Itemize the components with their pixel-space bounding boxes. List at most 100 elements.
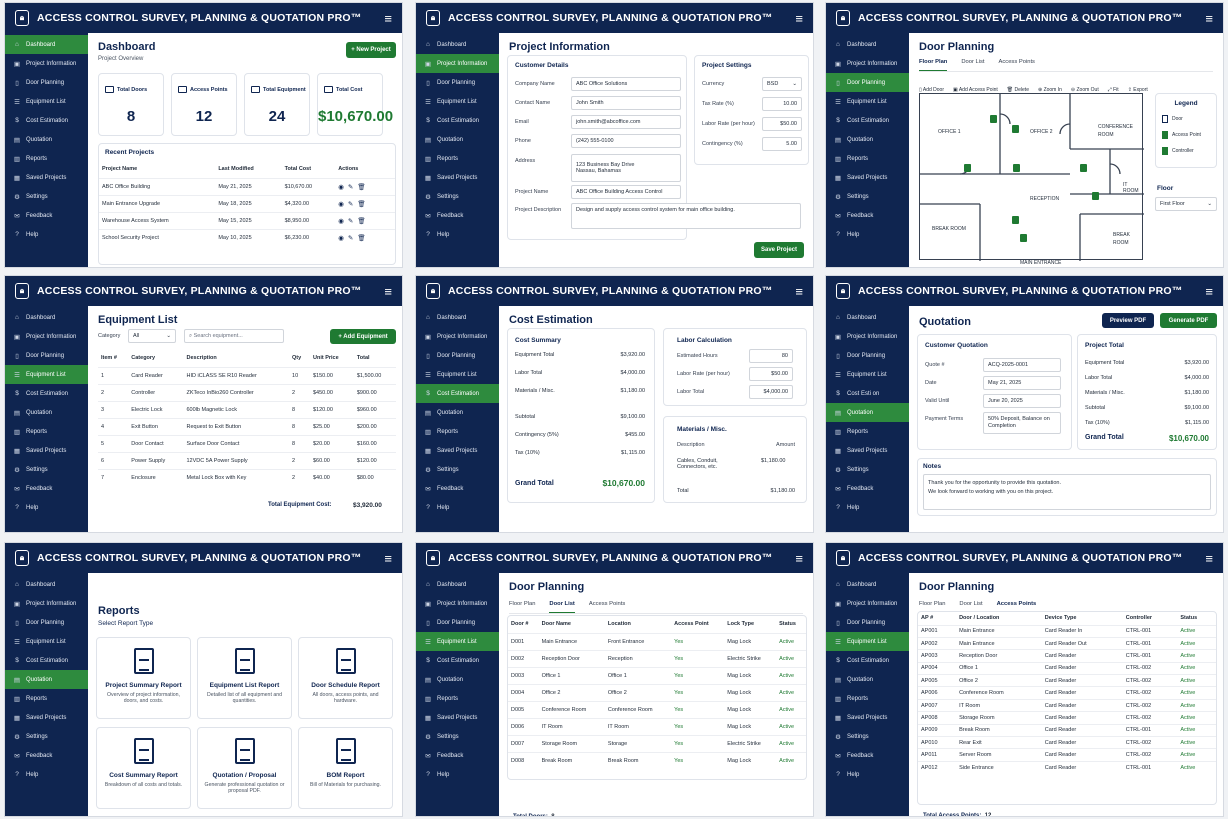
tool-delete[interactable]: 🗑︎ Delete bbox=[1007, 87, 1029, 93]
tool-add-door[interactable]: ▯ Add Door bbox=[919, 87, 944, 93]
nav-item-quotation[interactable]: ▤ Quotation bbox=[5, 403, 88, 422]
table-row[interactable]: D002 Reception Door Reception Yes Electric S… bbox=[508, 649, 806, 667]
nav-item-door-planning[interactable]: ▯ Door Planning bbox=[416, 73, 499, 92]
nav-item-help[interactable]: ? Help bbox=[826, 765, 909, 784]
table-row[interactable]: AP008 Storage Room Card Reader CTRL-002 Acti… bbox=[918, 711, 1216, 725]
nav-item-quotation[interactable]: ▤ Quotation bbox=[416, 130, 499, 149]
nav-item-reports[interactable]: ▥ Reports bbox=[5, 422, 88, 441]
nav-item-project-information[interactable]: ▣ Project Information bbox=[416, 54, 499, 73]
nav-item-dashboard[interactable]: ⌂ Dashboard bbox=[826, 308, 909, 327]
nav-item-cost-estimation[interactable]: $ Cost Estimation bbox=[416, 384, 499, 403]
nav-item-cost-estimation[interactable]: $ Cost Estimation bbox=[5, 111, 88, 130]
nav-item-cost-estimation[interactable]: $ Cost Estimation bbox=[416, 651, 499, 670]
nav-item-saved-projects[interactable]: ▦ Saved Projects bbox=[826, 168, 909, 187]
tab-floor-plan[interactable]: Floor Plan bbox=[919, 601, 946, 607]
nav-item-help[interactable]: ? Help bbox=[5, 765, 88, 784]
nav-item-help[interactable]: ? Help bbox=[416, 225, 499, 244]
nav-item-reports[interactable]: ▥ Reports bbox=[5, 689, 88, 708]
nav-item-cost-estimation[interactable]: $ Cost Estimation bbox=[826, 651, 909, 670]
nav-item-cost-estimation[interactable]: $ Cost Estimation bbox=[826, 111, 909, 130]
nav-item-reports[interactable]: ▥ Reports bbox=[416, 689, 499, 708]
menu-icon[interactable]: ≡ bbox=[795, 10, 803, 26]
nav-item-cost-estimation[interactable]: $ Cost Estimation bbox=[416, 111, 499, 130]
access-point-icon[interactable] bbox=[1013, 164, 1020, 172]
tool-zoom-in[interactable]: ⊕ Zoom In bbox=[1038, 87, 1062, 93]
nav-item-project-information[interactable]: ▣ Project Information bbox=[826, 54, 909, 73]
delete-icon[interactable]: 🗑︎ bbox=[357, 234, 366, 242]
table-row[interactable]: 1 Card Reader HID iCLASS SE R10 Reader 10 $1… bbox=[98, 366, 396, 384]
delete-icon[interactable]: 🗑︎ bbox=[357, 183, 366, 191]
access-point-icon[interactable] bbox=[990, 115, 997, 123]
nav-item-dashboard[interactable]: ⌂ Dashboard bbox=[826, 35, 909, 54]
setting-field[interactable]: $50.00 bbox=[762, 117, 802, 131]
tab-door-list[interactable]: Door List bbox=[961, 59, 985, 65]
table-row[interactable]: D004 Office 2 Office 2 Yes Mag Lock Active bbox=[508, 683, 806, 701]
edit-icon[interactable]: ✎ bbox=[347, 183, 354, 191]
floor-select[interactable]: First Floor ⌄ bbox=[1155, 197, 1217, 211]
nav-item-settings[interactable]: ⚙ Settings bbox=[826, 187, 909, 206]
delete-icon[interactable]: 🗑︎ bbox=[357, 217, 366, 225]
table-row[interactable]: Warehouse Access System May 15, 2025 $8,95… bbox=[99, 211, 395, 229]
tab-floor-plan[interactable]: Floor Plan bbox=[509, 601, 536, 607]
nav-item-settings[interactable]: ⚙ Settings bbox=[416, 187, 499, 206]
access-point-icon[interactable] bbox=[1080, 164, 1087, 172]
access-point-icon[interactable] bbox=[1092, 192, 1099, 200]
category-select[interactable]: All ⌄ bbox=[128, 329, 176, 343]
nav-item-door-planning[interactable]: ▯ Door Planning bbox=[826, 346, 909, 365]
nav-item-dashboard[interactable]: ⌂ Dashboard bbox=[416, 35, 499, 54]
edit-icon[interactable]: ✎ bbox=[347, 234, 354, 242]
access-point-icon[interactable] bbox=[964, 164, 971, 172]
report-card[interactable]: Project Summary Report Overview of projec… bbox=[96, 637, 191, 719]
nav-item-settings[interactable]: ⚙ Settings bbox=[5, 187, 88, 206]
view-icon[interactable]: ◉ bbox=[338, 234, 344, 242]
quote-field[interactable]: ACQ-2025-0001 bbox=[983, 358, 1061, 372]
table-row[interactable]: 4 Exit Button Request to Exit Button 8 $25.0… bbox=[98, 417, 396, 435]
view-icon[interactable]: ◉ bbox=[338, 183, 344, 191]
setting-field[interactable]: 10.00 bbox=[762, 97, 802, 111]
nav-item-dashboard[interactable]: ⌂ Dashboard bbox=[5, 308, 88, 327]
nav-item-project-information[interactable]: ▣ Project Information bbox=[5, 594, 88, 613]
menu-icon[interactable]: ≡ bbox=[795, 283, 803, 299]
nav-item-feedback[interactable]: ✉ Feedback bbox=[826, 206, 909, 225]
table-row[interactable]: AP002 Main Entrance Card Reader Out CTRL-00… bbox=[918, 636, 1216, 650]
nav-item-dashboard[interactable]: ⌂ Dashboard bbox=[416, 308, 499, 327]
table-row[interactable]: AP006 Conference Room Card Reader CTRL-002 A… bbox=[918, 686, 1216, 700]
nav-item-reports[interactable]: ▥ Reports bbox=[5, 149, 88, 168]
access-point-icon[interactable] bbox=[1020, 234, 1027, 242]
report-card[interactable]: Quotation / Proposal Generate professiona… bbox=[197, 727, 292, 809]
table-row[interactable]: AP007 IT Room Card Reader CTRL-002 Active bbox=[918, 698, 1216, 712]
tab-door-list[interactable]: Door List bbox=[549, 601, 575, 613]
nav-item-project-information[interactable]: ▣ Project Information bbox=[5, 54, 88, 73]
table-row[interactable]: 7 Enclosure Metal Lock Box with Key 2 $40.00… bbox=[98, 468, 396, 486]
nav-item-saved-projects[interactable]: ▦ Saved Projects bbox=[416, 168, 499, 187]
table-row[interactable]: 2 Controller ZKTeco InBio260 Controller 2 $4… bbox=[98, 383, 396, 401]
nav-item-project-information[interactable]: ▣ Project Information bbox=[416, 327, 499, 346]
quote-field[interactable]: 50% Deposit, Balance on Completion bbox=[983, 412, 1061, 434]
nav-item-saved-projects[interactable]: ▦ Saved Projects bbox=[5, 441, 88, 460]
table-row[interactable]: Main Entrance Upgrade May 18, 2025 $4,320.… bbox=[99, 194, 395, 212]
nav-item-quotation[interactable]: ▤ Quotation bbox=[416, 670, 499, 689]
report-card[interactable]: BOM Report Bill of Materials for purchasi… bbox=[298, 727, 393, 809]
nav-item-equipment-list[interactable]: ☰ Equipment List bbox=[826, 92, 909, 111]
text-field[interactable]: (242) 555-0100 bbox=[571, 134, 681, 148]
nav-item-cost-estimation[interactable]: $ Cost Estimation bbox=[5, 384, 88, 403]
nav-item-settings[interactable]: ⚙ Settings bbox=[416, 727, 499, 746]
table-row[interactable]: School Security Project May 10, 2025 $6,23… bbox=[99, 228, 395, 246]
nav-item-saved-projects[interactable]: ▦ Saved Projects bbox=[416, 708, 499, 727]
delete-icon[interactable]: 🗑︎ bbox=[357, 200, 366, 208]
nav-item-equipment-list[interactable]: ☰ Equipment List bbox=[5, 365, 88, 384]
nav-item-help[interactable]: ? Help bbox=[416, 765, 499, 784]
menu-icon[interactable]: ≡ bbox=[384, 550, 392, 566]
table-row[interactable]: D007 Storage Room Storage Yes Electric Strik… bbox=[508, 734, 806, 752]
table-row[interactable]: ABC Office Building May 21, 2025 $10,670.0… bbox=[99, 177, 395, 195]
table-row[interactable]: D006 IT Room IT Room Yes Mag Lock Active bbox=[508, 717, 806, 735]
nav-item-reports[interactable]: ▥ Reports bbox=[826, 422, 909, 441]
edit-icon[interactable]: ✎ bbox=[347, 217, 354, 225]
nav-item-feedback[interactable]: ✉ Feedback bbox=[5, 479, 88, 498]
nav-item-cost-estimation[interactable]: $ Cost Esti on bbox=[826, 384, 909, 403]
nav-item-quotation[interactable]: ▤ Quotation bbox=[826, 670, 909, 689]
menu-icon[interactable]: ≡ bbox=[384, 10, 392, 26]
nav-item-settings[interactable]: ⚙ Settings bbox=[416, 460, 499, 479]
nav-item-saved-projects[interactable]: ▦ Saved Projects bbox=[5, 708, 88, 727]
nav-item-reports[interactable]: ▥ Reports bbox=[416, 149, 499, 168]
